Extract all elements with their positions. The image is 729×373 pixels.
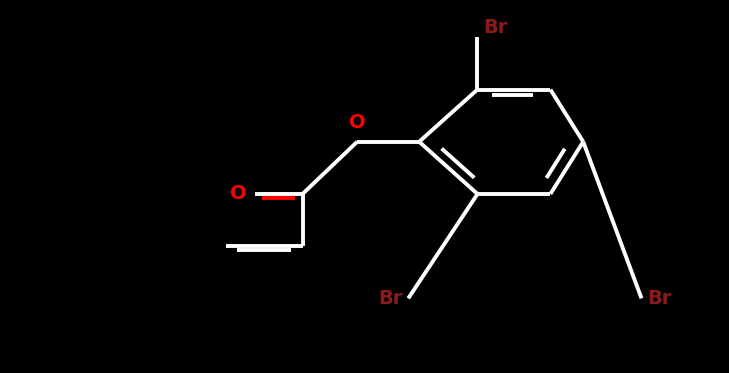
Text: Br: Br: [647, 289, 671, 308]
Text: Br: Br: [378, 289, 402, 308]
Text: Br: Br: [483, 18, 507, 37]
Text: O: O: [230, 185, 246, 203]
Text: O: O: [349, 113, 365, 132]
